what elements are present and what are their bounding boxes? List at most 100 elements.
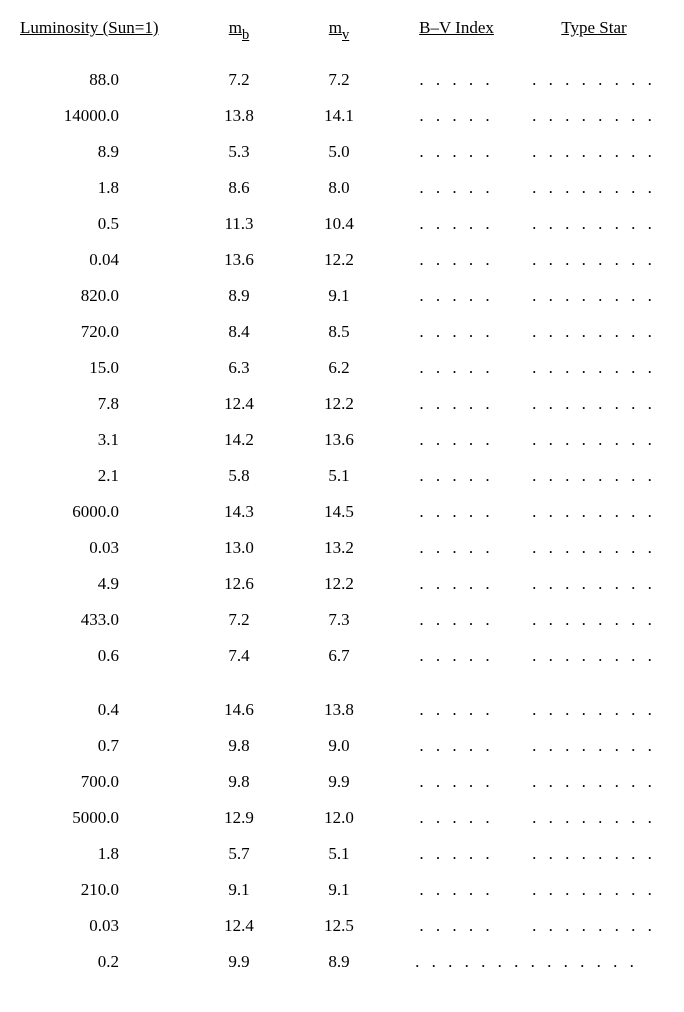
cell-mv: 5.0	[289, 142, 389, 162]
cell-mv: 12.0	[289, 808, 389, 828]
table-row: 0.414.613.8. . . . .. . . . . . . .	[14, 692, 670, 728]
cell-mv: 12.2	[289, 250, 389, 270]
cell-luminosity: 15.0	[14, 358, 189, 378]
cell-bv-index: . . . . .	[389, 214, 524, 234]
cell-type-star: . . . . . . . .	[524, 646, 664, 666]
cell-luminosity: 1.8	[14, 178, 189, 198]
cell-type-star: . . . . . . . .	[524, 358, 664, 378]
table-row: 7.812.412.2. . . . .. . . . . . . .	[14, 386, 670, 422]
table-row: 14000.013.814.1. . . . .. . . . . . . .	[14, 98, 670, 134]
cell-type-star: . . . . . . . .	[524, 322, 664, 342]
header-mb: mb	[189, 18, 289, 42]
cell-bv-index: . . . . .	[389, 646, 524, 666]
cell-mb: 8.9	[189, 286, 289, 306]
cell-mv: 14.1	[289, 106, 389, 126]
table-row: 820.08.99.1. . . . .. . . . . . . .	[14, 278, 670, 314]
cell-mb: 7.2	[189, 610, 289, 630]
table-row: 0.0312.412.5. . . . .. . . . . . . .	[14, 908, 670, 944]
cell-mv: 8.0	[289, 178, 389, 198]
header-mv-prefix: m	[329, 18, 342, 37]
cell-bv-index: . . . . .	[389, 394, 524, 414]
cell-mb: 14.2	[189, 430, 289, 450]
table-row: 6000.014.314.5. . . . .. . . . . . . .	[14, 494, 670, 530]
cell-mb: 5.7	[189, 844, 289, 864]
table-row: 3.114.213.6. . . . .. . . . . . . .	[14, 422, 670, 458]
cell-mv: 12.2	[289, 394, 389, 414]
cell-mb: 7.2	[189, 70, 289, 90]
cell-type-star: . . . . . . . .	[524, 916, 664, 936]
table-body: 88.07.27.2. . . . .. . . . . . . .14000.…	[14, 62, 670, 980]
cell-mv: 6.2	[289, 358, 389, 378]
header-mv: mv	[289, 18, 389, 42]
cell-bv-index: . . . . .	[389, 178, 524, 198]
cell-mb: 13.0	[189, 538, 289, 558]
cell-type-star: . . . . . . . .	[524, 178, 664, 198]
cell-luminosity: 0.03	[14, 916, 189, 936]
table-row: 0.67.46.7. . . . .. . . . . . . .	[14, 638, 670, 674]
cell-luminosity: 820.0	[14, 286, 189, 306]
star-data-table: Luminosity (Sun=1) mb mv B–V Index Type …	[14, 18, 670, 980]
cell-type-star: . . . . . . . .	[524, 286, 664, 306]
cell-luminosity: 3.1	[14, 430, 189, 450]
cell-luminosity: 88.0	[14, 70, 189, 90]
table-row: 0.79.89.0. . . . .. . . . . . . .	[14, 728, 670, 764]
cell-mv: 6.7	[289, 646, 389, 666]
table-row: 1.85.75.1. . . . .. . . . . . . .	[14, 836, 670, 872]
table-row: 15.06.36.2. . . . .. . . . . . . .	[14, 350, 670, 386]
table-row: 88.07.27.2. . . . .. . . . . . . .	[14, 62, 670, 98]
cell-luminosity: 4.9	[14, 574, 189, 594]
cell-type-star: . . . . . . . .	[524, 844, 664, 864]
cell-mb: 8.4	[189, 322, 289, 342]
table-row: 1.88.68.0. . . . .. . . . . . . .	[14, 170, 670, 206]
cell-bv-index: . . . . .	[389, 808, 524, 828]
cell-mb: 9.1	[189, 880, 289, 900]
cell-mv: 13.8	[289, 700, 389, 720]
cell-type-star: . . . . . . . .	[524, 502, 664, 522]
table-header-row: Luminosity (Sun=1) mb mv B–V Index Type …	[14, 18, 670, 42]
cell-bv-index: . . . . .	[389, 538, 524, 558]
cell-luminosity: 0.5	[14, 214, 189, 234]
cell-mv: 8.5	[289, 322, 389, 342]
cell-bv-index: . . . . .	[389, 70, 524, 90]
cell-luminosity: 0.2	[14, 952, 189, 972]
cell-mb: 13.6	[189, 250, 289, 270]
cell-type-star: . . . . . . . .	[524, 250, 664, 270]
cell-mb: 9.8	[189, 736, 289, 756]
cell-bv-index: . . . . .	[389, 286, 524, 306]
cell-bv-index: . . . . .	[389, 916, 524, 936]
cell-mb: 14.3	[189, 502, 289, 522]
cell-mv: 7.2	[289, 70, 389, 90]
header-mb-prefix: m	[229, 18, 242, 37]
cell-mb: 12.4	[189, 394, 289, 414]
cell-type-star: . . . . . . . .	[524, 106, 664, 126]
cell-type-star: . . . . . . . .	[524, 142, 664, 162]
header-type-star: Type Star	[524, 18, 664, 42]
cell-luminosity: 0.03	[14, 538, 189, 558]
cell-mv: 13.2	[289, 538, 389, 558]
table-row: 720.08.48.5. . . . .. . . . . . . .	[14, 314, 670, 350]
cell-mb: 13.8	[189, 106, 289, 126]
cell-bv-index: . . . . .	[389, 844, 524, 864]
cell-type-star: . . . . . . . .	[524, 430, 664, 450]
table-row: 433.07.27.3. . . . .. . . . . . . .	[14, 602, 670, 638]
cell-luminosity: 14000.0	[14, 106, 189, 126]
cell-mb: 7.4	[189, 646, 289, 666]
cell-mv: 5.1	[289, 844, 389, 864]
cell-mv: 9.1	[289, 286, 389, 306]
cell-type-star: . . . . . . . .	[524, 394, 664, 414]
cell-mb: 8.6	[189, 178, 289, 198]
cell-mv: 14.5	[289, 502, 389, 522]
cell-mb: 12.9	[189, 808, 289, 828]
cell-bv-index: . . . . .	[389, 358, 524, 378]
cell-mv: 12.2	[289, 574, 389, 594]
cell-mv: 5.1	[289, 466, 389, 486]
cell-luminosity: 0.7	[14, 736, 189, 756]
table-row: 2.15.85.1. . . . .. . . . . . . .	[14, 458, 670, 494]
cell-bv-index: . . . . .	[389, 250, 524, 270]
cell-type-star: . . . . . . . .	[524, 538, 664, 558]
cell-luminosity: 0.4	[14, 700, 189, 720]
cell-bv-index: . . . . .	[389, 322, 524, 342]
cell-mb: 11.3	[189, 214, 289, 234]
table-row: 5000.012.912.0. . . . .. . . . . . . .	[14, 800, 670, 836]
cell-mv: 12.5	[289, 916, 389, 936]
